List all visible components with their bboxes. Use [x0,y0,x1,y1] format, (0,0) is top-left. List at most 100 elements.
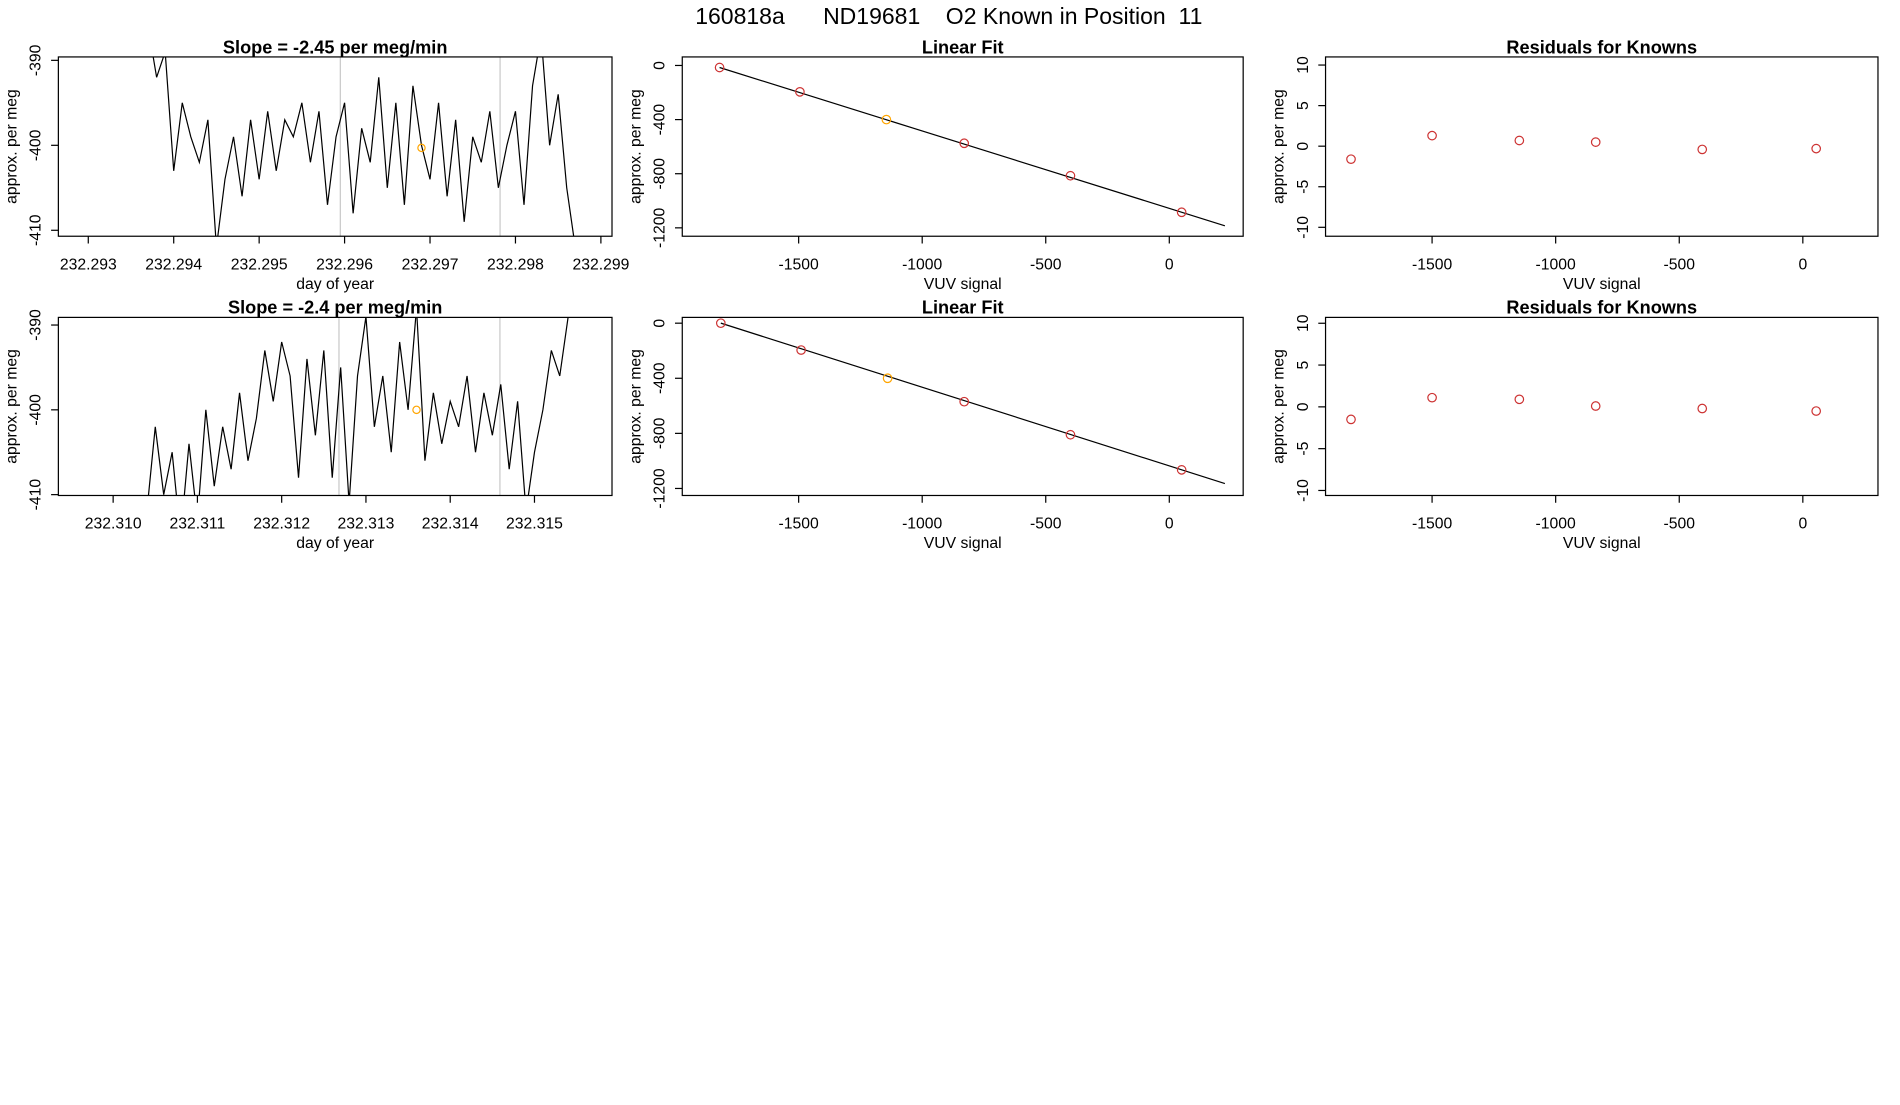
data-point [1811,406,1822,416]
y-axis-label: approx. per meg [627,89,644,204]
y-tick-label: -10 [1295,216,1312,239]
x-tick-label: 232.313 [337,516,394,533]
plot-area [152,56,575,237]
y-tick-label: -800 [652,417,669,449]
data-point [1811,143,1822,154]
y-tick-label: -800 [652,158,669,190]
y-tick-label: -1200 [652,468,669,508]
y-tick-label: -400 [652,362,669,394]
x-tick-label: 0 [1798,516,1807,533]
y-tick-label: -400 [652,104,669,136]
x-tick-label: 232.315 [506,516,563,533]
x-axis-label: VUV signal [1563,535,1641,552]
x-tick-label: 232.293 [60,256,117,273]
data-point [1427,130,1437,141]
plot-frame [1324,316,1879,497]
x-tick-label: 232.296 [316,256,373,273]
plot-frame [681,316,1244,497]
y-tick-label: -1200 [652,207,669,247]
data-point [1590,401,1601,411]
data-point [1346,414,1356,425]
plot-frame [57,56,613,237]
y-axis-label: approx. per meg [3,349,20,464]
figure-title: 160818a ND19681 O2 Known in Position 11 [695,3,1202,29]
x-tick-label: -1500 [779,256,819,273]
x-tick-label: 0 [1798,256,1807,273]
data-point [1514,394,1525,405]
x-axis-label: VUV signal [924,276,1002,293]
y-tick-label: -410 [28,214,45,246]
highlight-point [412,405,421,415]
data-point [1427,392,1437,403]
panel-title: Slope = -2.4 per meg/min [228,298,442,318]
x-tick-label: 0 [1165,516,1174,533]
x-tick-label: -500 [1030,516,1062,533]
panel-title: Slope = -2.45 per meg/min [223,37,448,57]
panel-title: Residuals for Knowns [1506,37,1697,57]
y-tick-label: -5 [1295,441,1312,455]
x-tick-label: 232.295 [231,256,288,273]
data-point [714,62,725,73]
x-tick-label: 232.294 [145,256,202,273]
x-tick-label: 232.299 [572,256,629,273]
plot-frame [1324,56,1879,237]
x-axis-label: day of year [296,276,374,293]
x-axis-label: VUV signal [1563,276,1641,293]
x-tick-label: -1000 [1536,256,1576,273]
panel-title: Residuals for Knowns [1506,298,1697,318]
y-tick-label: -390 [28,309,45,341]
data-point [959,396,970,407]
y-tick-label: 10 [1295,314,1312,332]
y-tick-label: -400 [28,129,45,161]
y-tick-label: 0 [1295,142,1312,151]
x-tick-label: 232.297 [402,256,459,273]
x-tick-label: -500 [1030,256,1062,273]
x-tick-label: -500 [1663,256,1695,273]
y-tick-label: -390 [28,44,45,76]
y-axis-label: approx. per meg [1271,349,1288,464]
data-point [1176,207,1187,218]
data-point [1065,429,1076,440]
data-line [147,317,569,496]
y-tick-label: 5 [1295,101,1312,110]
panel-title: Linear Fit [922,298,1004,318]
x-tick-label: -1000 [902,256,942,273]
y-tick-label: -410 [28,479,45,511]
x-tick-label: 232.312 [253,516,310,533]
y-tick-label: -10 [1295,479,1312,502]
x-tick-label: -1500 [779,516,819,533]
data-point [881,114,892,125]
y-axis-label: approx. per meg [627,349,644,464]
data-point [959,138,970,149]
y-tick-label: 0 [652,61,669,70]
plot-area [147,317,569,496]
x-tick-label: 0 [1165,256,1174,273]
highlight-point [417,143,426,153]
x-tick-label: -1000 [1536,516,1576,533]
data-point [1590,137,1601,147]
data-point [1346,154,1356,165]
x-axis-label: VUV signal [924,535,1002,552]
data-point [1176,465,1187,475]
y-tick-label: 0 [1295,402,1312,411]
data-point [1697,144,1708,155]
y-tick-label: -400 [28,394,45,426]
x-tick-label: 232.311 [170,516,226,533]
plot-area [714,62,1226,227]
x-tick-label: 232.310 [85,516,142,533]
fit-line [720,322,1226,485]
x-tick-label: -500 [1663,516,1695,533]
y-tick-label: -5 [1295,180,1312,194]
plot-area [1346,392,1822,425]
x-tick-label: 232.314 [422,516,479,533]
panel-title: Linear Fit [922,37,1004,57]
x-tick-label: 232.298 [487,256,544,273]
data-point [1697,403,1708,414]
y-axis-label: approx. per meg [3,89,20,204]
plot-frame [57,316,613,497]
data-point [715,318,726,329]
plot-area [715,318,1226,485]
x-tick-label: -1500 [1412,256,1452,273]
